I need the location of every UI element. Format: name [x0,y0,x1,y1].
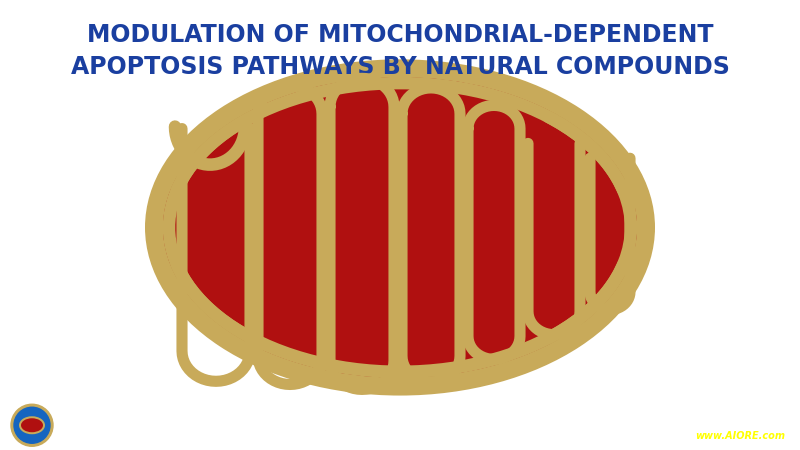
Text: RESEARCH & EDUCATION®: RESEARCH & EDUCATION® [58,433,143,438]
Text: American Institute of: American Institute of [58,411,166,420]
Text: APOPTOSIS PATHWAYS BY NATURAL COMPOUNDS: APOPTOSIS PATHWAYS BY NATURAL COMPOUNDS [70,55,730,79]
Circle shape [11,404,53,446]
Text: MODULATION OF MITOCHONDRIAL-DEPENDENT: MODULATION OF MITOCHONDRIAL-DEPENDENT [86,22,714,47]
Ellipse shape [19,416,45,434]
Ellipse shape [21,418,43,432]
Text: © American Institute of Integrative Oncology. All rights reserved.: © American Institute of Integrative Onco… [467,413,785,423]
Circle shape [14,407,50,443]
Ellipse shape [163,77,637,378]
Ellipse shape [145,59,655,396]
Text: Integrative Oncology: Integrative Oncology [58,422,166,431]
Text: www.AIORE.com: www.AIORE.com [695,431,785,441]
